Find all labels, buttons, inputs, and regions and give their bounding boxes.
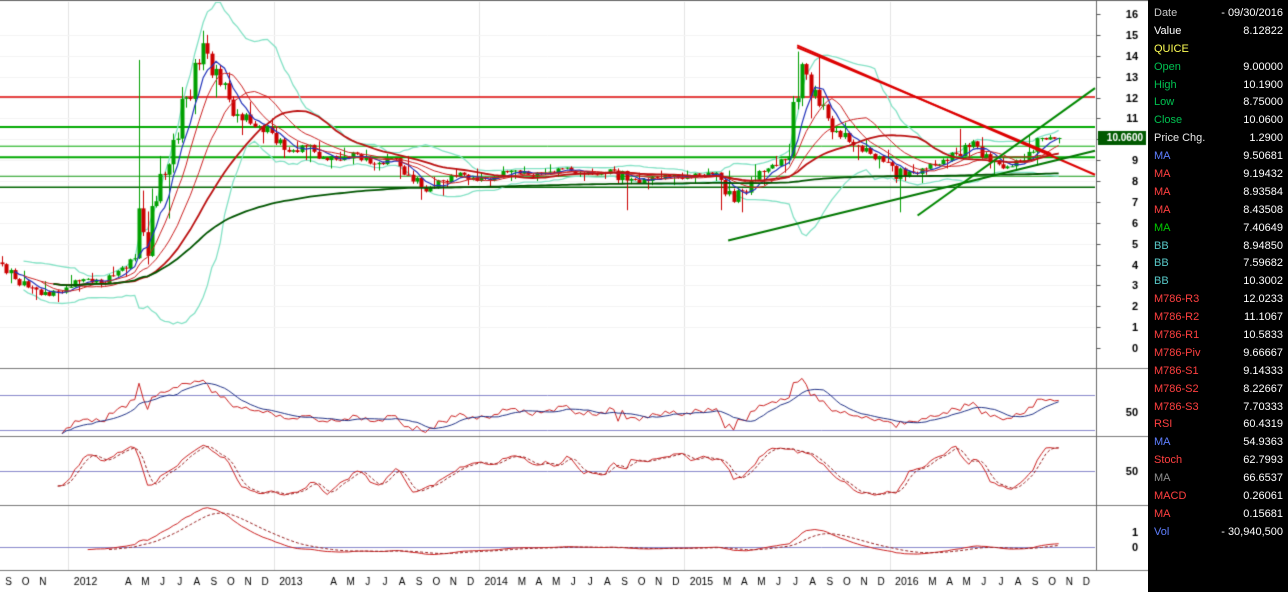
- panel-row-value: 66.6537: [1243, 472, 1283, 485]
- panel-row-value: 9.00000: [1243, 60, 1283, 73]
- panel-row: M786-S3 7.70333: [1154, 399, 1283, 417]
- panel-row-label: RSI: [1154, 418, 1173, 431]
- panel-row-value: 1.2900: [1249, 132, 1283, 145]
- panel-row-value: 10.3002: [1243, 275, 1283, 288]
- chart-area: [0, 0, 1148, 592]
- panel-row-label: MA: [1154, 472, 1171, 485]
- panel-row-label: MA: [1154, 203, 1171, 216]
- panel-row-value: 8.22667: [1243, 382, 1283, 395]
- panel-row: MA 66.6537: [1154, 470, 1283, 488]
- panel-row-label: MA: [1154, 150, 1171, 163]
- price-chart-canvas[interactable]: [0, 0, 1148, 592]
- panel-row: Close 10.0600: [1154, 112, 1283, 130]
- panel-row-label: Vol: [1154, 525, 1170, 538]
- quote-data-panel: Date - 09/30/2016 Value 8.12822 QUICE Open 9.0…: [1148, 0, 1288, 592]
- panel-row-label: MA: [1154, 185, 1171, 198]
- panel-row-value: 54.9363: [1243, 436, 1283, 449]
- panel-row: M786-Piv 9.66667: [1154, 345, 1283, 363]
- panel-row-label: Price Chg.: [1154, 132, 1206, 145]
- panel-row-label: MA: [1154, 436, 1171, 449]
- panel-row: M786-R2 11.1067: [1154, 309, 1283, 327]
- panel-row-value: 0.15681: [1243, 507, 1283, 520]
- panel-row-label: M786-Piv: [1154, 346, 1201, 359]
- panel-row-label: M786-R3: [1154, 293, 1200, 306]
- panel-row-value: - 30,940,500: [1221, 525, 1283, 538]
- panel-row-label: M786-S1: [1154, 364, 1199, 377]
- panel-row: MA 8.93584: [1154, 184, 1283, 202]
- panel-row-label: MA: [1154, 168, 1171, 181]
- panel-row-value: 60.4319: [1243, 418, 1283, 431]
- panel-row-value: 10.1900: [1243, 78, 1283, 91]
- panel-row-label: Open: [1154, 60, 1181, 73]
- panel-row-label: High: [1154, 78, 1177, 91]
- panel-row-value: - 09/30/2016: [1221, 7, 1283, 19]
- panel-row: Low 8.75000: [1154, 94, 1283, 112]
- panel-row-value: 8.12822: [1243, 24, 1283, 37]
- panel-row-label: Value: [1154, 24, 1182, 37]
- panel-row: BB 7.59682: [1154, 255, 1283, 273]
- panel-row-value: 9.19432: [1243, 168, 1283, 181]
- panel-row-label: QUICE: [1154, 42, 1189, 55]
- panel-row: Vol - 30,940,500: [1154, 524, 1283, 542]
- panel-row-label: M786-R1: [1154, 329, 1200, 342]
- panel-row-value: 8.75000: [1243, 96, 1283, 109]
- panel-row: BB 10.3002: [1154, 273, 1283, 291]
- panel-row-label: BB: [1154, 275, 1169, 288]
- panel-row: Open 9.00000: [1154, 59, 1283, 77]
- panel-row: M786-S2 8.22667: [1154, 381, 1283, 399]
- panel-row-value: 9.66667: [1243, 346, 1283, 359]
- panel-row-label: Date: [1154, 7, 1178, 19]
- panel-row: MA 7.40649: [1154, 220, 1283, 238]
- panel-row-label: M786-S2: [1154, 382, 1199, 395]
- panel-row-label: M786-S3: [1154, 400, 1199, 413]
- panel-row-value: 12.0233: [1243, 293, 1283, 306]
- panel-row-value: 62.7993: [1243, 454, 1283, 467]
- panel-row: M786-R1 10.5833: [1154, 327, 1283, 345]
- panel-row: Price Chg. 1.2900: [1154, 130, 1283, 148]
- panel-row-label: M786-R2: [1154, 311, 1200, 324]
- panel-row-value: 8.93584: [1243, 185, 1283, 198]
- panel-row-value: 10.0600: [1243, 114, 1283, 127]
- panel-row: MA 0.15681: [1154, 506, 1283, 524]
- panel-row-value: 7.70333: [1243, 400, 1283, 413]
- panel-row-label: Low: [1154, 96, 1175, 109]
- panel-row-value: 11.1067: [1244, 311, 1283, 324]
- panel-row: MA 54.9363: [1154, 434, 1283, 452]
- panel-row: RSI 60.4319: [1154, 416, 1283, 434]
- panel-row-label: BB: [1154, 257, 1169, 270]
- panel-row-value: 9.50681: [1243, 150, 1283, 163]
- panel-row-label: MACD: [1154, 490, 1187, 503]
- panel-row-label: MA: [1154, 507, 1171, 520]
- panel-row-value: 8.43508: [1243, 203, 1283, 216]
- panel-row: MA 9.19432: [1154, 166, 1283, 184]
- panel-row-label: Stoch: [1154, 454, 1183, 467]
- panel-row: Value 8.12822: [1154, 23, 1283, 41]
- panel-row: Stoch 62.7993: [1154, 452, 1283, 470]
- panel-row: MACD 0.26061: [1154, 488, 1283, 506]
- panel-row: M786-R3 12.0233: [1154, 291, 1283, 309]
- panel-row-label: Close: [1154, 114, 1183, 127]
- panel-row-value: 8.94850: [1243, 239, 1283, 252]
- panel-row: Date - 09/30/2016: [1154, 5, 1283, 23]
- panel-row-label: MA: [1154, 221, 1171, 234]
- panel-row: High 10.1900: [1154, 77, 1283, 95]
- panel-row: QUICE: [1154, 41, 1283, 59]
- panel-row-value: 7.59682: [1243, 257, 1283, 270]
- panel-row-value: 0.26061: [1243, 490, 1283, 503]
- panel-row-label: BB: [1154, 239, 1169, 252]
- panel-row-value: 7.40649: [1243, 221, 1283, 234]
- panel-row: MA 8.43508: [1154, 202, 1283, 220]
- panel-row: MA 9.50681: [1154, 148, 1283, 166]
- panel-row-value: 10.5833: [1243, 329, 1283, 342]
- panel-row: BB 8.94850: [1154, 238, 1283, 256]
- panel-row-value: 9.14333: [1243, 364, 1283, 377]
- panel-row: M786-S1 9.14333: [1154, 363, 1283, 381]
